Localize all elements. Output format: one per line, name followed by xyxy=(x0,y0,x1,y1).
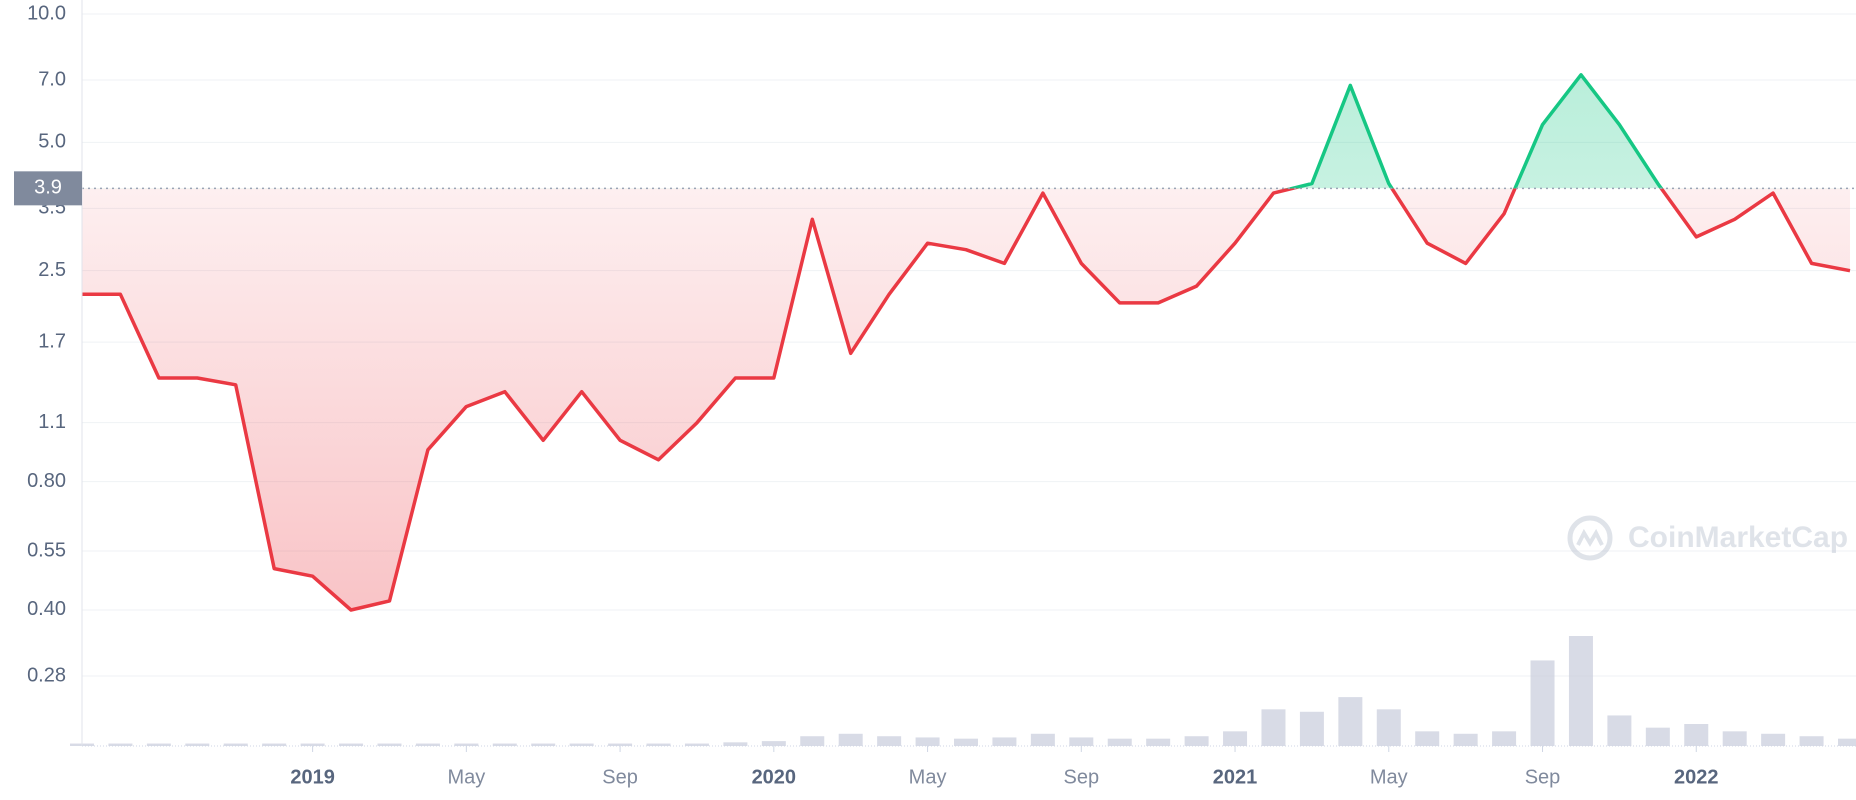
y-tick-label: 0.40 xyxy=(27,598,66,620)
volume-bar xyxy=(1299,711,1324,746)
volume-bar xyxy=(1607,715,1632,746)
watermark: CoinMarketCap xyxy=(1567,515,1848,561)
x-tick-label: Sep xyxy=(1064,766,1100,788)
volume-bar xyxy=(1761,733,1786,746)
volume-bar xyxy=(415,743,440,746)
volume-bar xyxy=(800,736,825,746)
volume-bar xyxy=(300,743,325,746)
volume-bar xyxy=(1184,736,1209,746)
y-tick-label: 5.0 xyxy=(38,131,66,153)
volume-bar xyxy=(454,743,479,746)
y-tick-label: 2.5 xyxy=(38,259,66,281)
volume-bar xyxy=(492,743,517,746)
volume-bar xyxy=(1415,731,1440,746)
volume-bar xyxy=(877,736,902,746)
volume-bar xyxy=(1838,738,1856,746)
x-tick-label: 2019 xyxy=(290,766,335,788)
line-above xyxy=(1285,73,1664,189)
volume-bar xyxy=(146,743,171,746)
plot xyxy=(82,73,1856,612)
x-tick-label: 2021 xyxy=(1213,766,1258,788)
volume-bar xyxy=(377,743,402,746)
x-tick-label: Sep xyxy=(1525,766,1561,788)
watermark-text: CoinMarketCap xyxy=(1628,521,1848,554)
volume-bar xyxy=(992,737,1017,746)
y-tick-label: 10.0 xyxy=(27,2,66,24)
volume-bar xyxy=(531,743,556,746)
volume-bar xyxy=(262,743,287,746)
volume-bar xyxy=(684,743,709,746)
volume-bar xyxy=(108,743,133,746)
y-tick-label: 0.28 xyxy=(27,664,66,686)
volume-bar xyxy=(1030,733,1055,746)
line-below xyxy=(82,188,1851,612)
x-tick-label: 2020 xyxy=(752,766,797,788)
volume-bar xyxy=(915,737,940,746)
volume-bar xyxy=(1261,709,1286,746)
volume-bar xyxy=(1146,738,1171,746)
volume-bar xyxy=(1568,636,1593,746)
baseline-label-box xyxy=(14,171,82,206)
volume-bar xyxy=(838,733,863,746)
volume-bar xyxy=(954,738,978,746)
volume-bar xyxy=(1107,738,1132,746)
area-below xyxy=(82,188,1850,610)
volume-bar xyxy=(1492,731,1517,746)
x-tick-label: May xyxy=(447,766,485,788)
volume-bar xyxy=(185,743,210,746)
volume-bar xyxy=(569,743,594,746)
volume-bar xyxy=(223,743,248,746)
volume-bar xyxy=(1799,736,1824,746)
baseline-label: 3.9 xyxy=(34,177,62,199)
y-tick-label: 1.1 xyxy=(38,411,66,433)
volume-bar xyxy=(339,743,364,746)
volume-bar xyxy=(1684,724,1709,746)
volume-bar xyxy=(646,743,671,746)
volume-bar xyxy=(1338,697,1363,746)
volume-bar xyxy=(723,742,748,746)
x-tick-label: Sep xyxy=(602,766,638,788)
x-tick-label: 2022 xyxy=(1674,766,1719,788)
y-tick-label: 1.7 xyxy=(38,330,66,352)
volume-bar xyxy=(1223,731,1248,746)
volume-bar xyxy=(1645,727,1670,746)
x-tick-label: May xyxy=(909,766,947,788)
volume-bar xyxy=(1722,731,1747,746)
y-tick-label: 0.80 xyxy=(27,470,66,492)
y-tick-label: 7.0 xyxy=(38,68,66,90)
y-tick-label: 0.55 xyxy=(27,539,66,561)
x-tick-label: May xyxy=(1370,766,1408,788)
axes: 0.280.400.550.801.11.72.53.55.07.010.020… xyxy=(14,0,1856,788)
volume-bar xyxy=(761,741,786,746)
volume-bar xyxy=(608,743,633,746)
volume-bar xyxy=(1069,737,1094,746)
volume-bar xyxy=(1376,709,1401,746)
volume-bar xyxy=(1453,733,1478,746)
volume-bar xyxy=(1530,660,1555,746)
volume-bars xyxy=(70,636,1856,746)
